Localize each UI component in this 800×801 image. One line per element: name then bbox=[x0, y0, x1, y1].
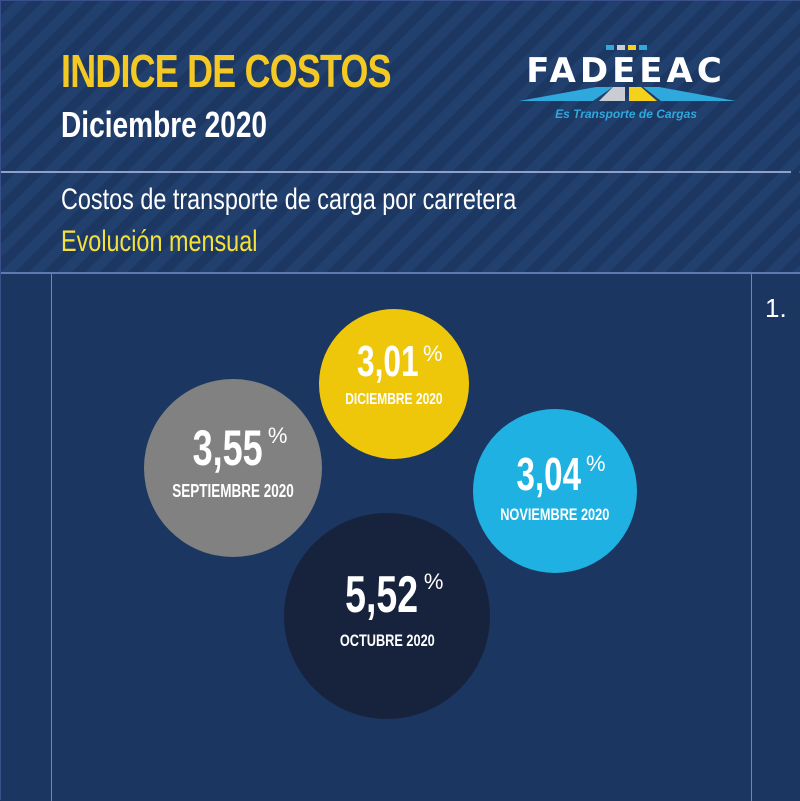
subtitle-band bbox=[1, 173, 800, 273]
page-date: Diciembre 2020 bbox=[61, 104, 268, 145]
divider-bottom bbox=[1, 272, 800, 274]
logo-road-icon bbox=[519, 45, 736, 101]
bubble-diciembre: 3,01% DICIEMBRE 2020 bbox=[319, 309, 469, 459]
bubble-label: OCTUBRE 2020 bbox=[339, 631, 435, 650]
bubble-label: NOVIEMBRE 2020 bbox=[500, 505, 610, 524]
page-title: INDICE DE COSTOS bbox=[61, 45, 392, 97]
bubble-label: DICIEMBRE 2020 bbox=[345, 391, 443, 408]
section-heading: Costos de transporte de carga por carret… bbox=[61, 183, 517, 216]
logo-wordmark: FADEEAC bbox=[526, 51, 726, 91]
bubble-noviembre: 3,04% NOVIEMBRE 2020 bbox=[473, 409, 637, 573]
section-subheading: Evolución mensual bbox=[61, 225, 258, 258]
bubble-value: 3,04% bbox=[516, 448, 606, 500]
fadeeac-logo: FADEEAC Es Transporte de Cargas bbox=[501, 41, 751, 126]
bubble-value: 3,01% bbox=[357, 337, 443, 386]
page-marker: 1. bbox=[765, 293, 787, 323]
bubble-septiembre: 3,55% SEPTIEMBRE 2020 bbox=[144, 379, 322, 557]
bubble-value: 3,55% bbox=[192, 420, 288, 476]
header-band bbox=[1, 1, 800, 171]
right-border-line bbox=[751, 274, 752, 801]
logo-tagline: Es Transporte de Cargas bbox=[555, 107, 697, 121]
bubble-value: 5,52% bbox=[344, 566, 444, 624]
bubble-octubre: 5,52% OCTUBRE 2020 bbox=[284, 513, 490, 719]
left-border-line bbox=[51, 274, 52, 801]
divider-top bbox=[1, 171, 791, 173]
bubble-label: SEPTIEMBRE 2020 bbox=[172, 481, 294, 501]
